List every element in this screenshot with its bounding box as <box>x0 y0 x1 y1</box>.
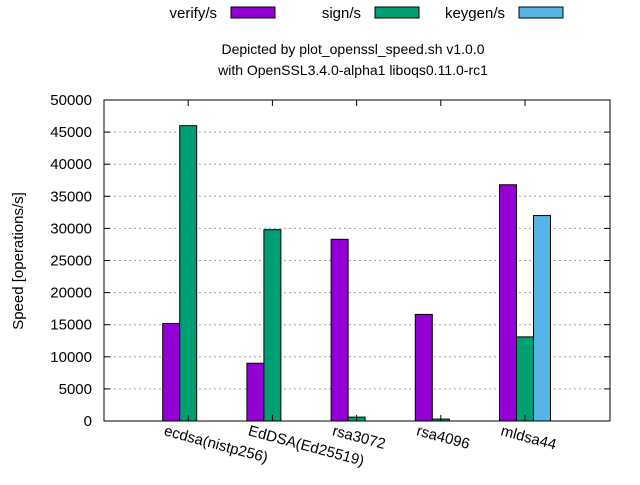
y-tick-label: 35000 <box>50 188 92 205</box>
bar-verifys-1 <box>246 362 265 422</box>
chart-title-line1: Depicted by plot_openssl_speed.sh v1.0.0 <box>221 41 484 57</box>
y-tick-label: 50000 <box>50 92 92 109</box>
legend-label: keygen/s <box>445 5 505 22</box>
legend-label: sign/s <box>322 5 361 22</box>
y-tick-label: 30000 <box>50 220 92 237</box>
bar-verifys-0 <box>162 322 181 422</box>
bar-signs-4 <box>516 336 534 422</box>
y-tick-label: 20000 <box>50 285 92 302</box>
chart-title-line2: with OpenSSL3.4.0-alpha1 liboqs0.11.0-rc… <box>217 62 488 78</box>
y-tick-label: 40000 <box>50 156 92 173</box>
y-tick-label: 5000 <box>59 381 92 398</box>
bar-keygens-4 <box>533 215 551 422</box>
x-tick-label: mldsa44 <box>499 422 558 453</box>
legend-swatch <box>230 6 276 19</box>
y-axis-label: Speed [operations/s] <box>10 192 27 330</box>
bar-signs-1 <box>263 229 282 422</box>
bar-signs-0 <box>179 125 198 422</box>
legend-label: verify/s <box>169 5 217 22</box>
bars <box>162 125 551 422</box>
y-tick-label: 15000 <box>50 317 92 334</box>
x-axis: ecdsa(nistp256)EdDSA(Ed25519)rsa3072 rsa4… <box>162 100 558 470</box>
bar-verifys-3 <box>414 313 433 422</box>
y-tick-label: 10000 <box>50 349 92 366</box>
y-tick-label: 25000 <box>50 253 92 270</box>
y-tick-label: 45000 <box>50 124 92 141</box>
y-axis: 0 5000 10000 15000 20000 25000 30000 35000 40000… <box>50 92 610 430</box>
legend-swatch <box>518 6 564 19</box>
bar-verifys-2 <box>330 238 349 422</box>
bar-verifys-4 <box>499 184 517 422</box>
legend-swatch <box>374 6 420 19</box>
legend: verify/s sign/s keygen/s <box>169 5 564 22</box>
y-tick-label: 0 <box>84 413 92 430</box>
x-tick-label: rsa4096 <box>415 422 472 452</box>
